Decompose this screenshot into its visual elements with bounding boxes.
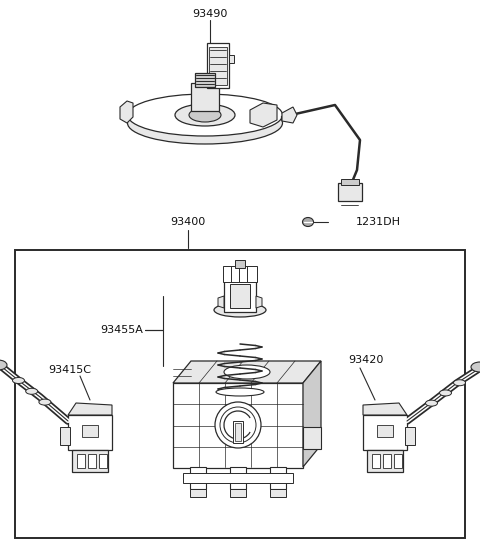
Ellipse shape bbox=[425, 400, 437, 406]
Bar bbox=[209, 47, 227, 85]
Polygon shape bbox=[120, 101, 133, 123]
Bar bbox=[60, 427, 70, 445]
Bar bbox=[231, 266, 241, 282]
Bar bbox=[377, 425, 393, 437]
Bar bbox=[82, 425, 98, 437]
Polygon shape bbox=[250, 103, 277, 127]
Bar bbox=[99, 454, 107, 468]
Bar bbox=[372, 454, 380, 468]
Text: 93420: 93420 bbox=[348, 355, 384, 365]
Bar bbox=[230, 284, 250, 308]
Ellipse shape bbox=[224, 365, 270, 379]
Ellipse shape bbox=[302, 217, 313, 227]
Ellipse shape bbox=[175, 104, 235, 126]
Ellipse shape bbox=[471, 362, 480, 372]
Bar bbox=[191, 83, 219, 111]
Text: 93400: 93400 bbox=[170, 217, 205, 227]
Bar bbox=[394, 454, 402, 468]
Bar bbox=[341, 179, 359, 185]
Bar bbox=[190, 467, 206, 489]
Bar bbox=[72, 450, 108, 472]
Bar bbox=[367, 450, 403, 472]
Polygon shape bbox=[68, 403, 112, 415]
Text: 1231DH: 1231DH bbox=[356, 217, 401, 227]
Bar bbox=[183, 473, 293, 483]
Bar bbox=[230, 489, 246, 497]
Polygon shape bbox=[256, 296, 262, 308]
Bar bbox=[270, 489, 286, 497]
Ellipse shape bbox=[216, 388, 264, 396]
Ellipse shape bbox=[189, 108, 221, 122]
Bar bbox=[223, 266, 233, 282]
Ellipse shape bbox=[12, 377, 24, 383]
Bar bbox=[207, 43, 229, 88]
Bar bbox=[363, 415, 407, 450]
Ellipse shape bbox=[220, 407, 256, 443]
Ellipse shape bbox=[0, 360, 7, 370]
Ellipse shape bbox=[215, 402, 261, 448]
Bar bbox=[338, 183, 362, 201]
Ellipse shape bbox=[214, 303, 266, 317]
Bar bbox=[239, 266, 249, 282]
Bar bbox=[68, 415, 112, 450]
Bar bbox=[195, 73, 215, 87]
Bar bbox=[15, 250, 465, 538]
Bar bbox=[383, 454, 391, 468]
Bar bbox=[235, 260, 245, 268]
Polygon shape bbox=[173, 361, 321, 383]
Bar bbox=[270, 467, 286, 489]
Text: 93490: 93490 bbox=[192, 9, 228, 19]
Bar bbox=[405, 427, 415, 445]
Polygon shape bbox=[303, 361, 321, 467]
Ellipse shape bbox=[454, 379, 466, 386]
Polygon shape bbox=[218, 296, 224, 308]
Bar bbox=[233, 421, 243, 443]
Bar bbox=[190, 489, 206, 497]
Bar bbox=[230, 467, 246, 489]
Bar bbox=[303, 427, 321, 449]
Bar bbox=[77, 454, 85, 468]
Ellipse shape bbox=[440, 390, 452, 396]
Bar bbox=[235, 423, 241, 441]
Bar bbox=[173, 383, 303, 468]
Bar bbox=[224, 280, 256, 312]
Polygon shape bbox=[363, 403, 407, 415]
Ellipse shape bbox=[39, 399, 51, 405]
Ellipse shape bbox=[128, 102, 283, 144]
Polygon shape bbox=[282, 107, 297, 123]
Bar bbox=[247, 266, 257, 282]
Text: 93455A: 93455A bbox=[100, 325, 143, 335]
Text: 93415C: 93415C bbox=[48, 365, 91, 375]
Ellipse shape bbox=[128, 94, 283, 136]
Ellipse shape bbox=[26, 388, 38, 394]
Bar bbox=[88, 454, 96, 468]
Bar bbox=[229, 55, 234, 63]
